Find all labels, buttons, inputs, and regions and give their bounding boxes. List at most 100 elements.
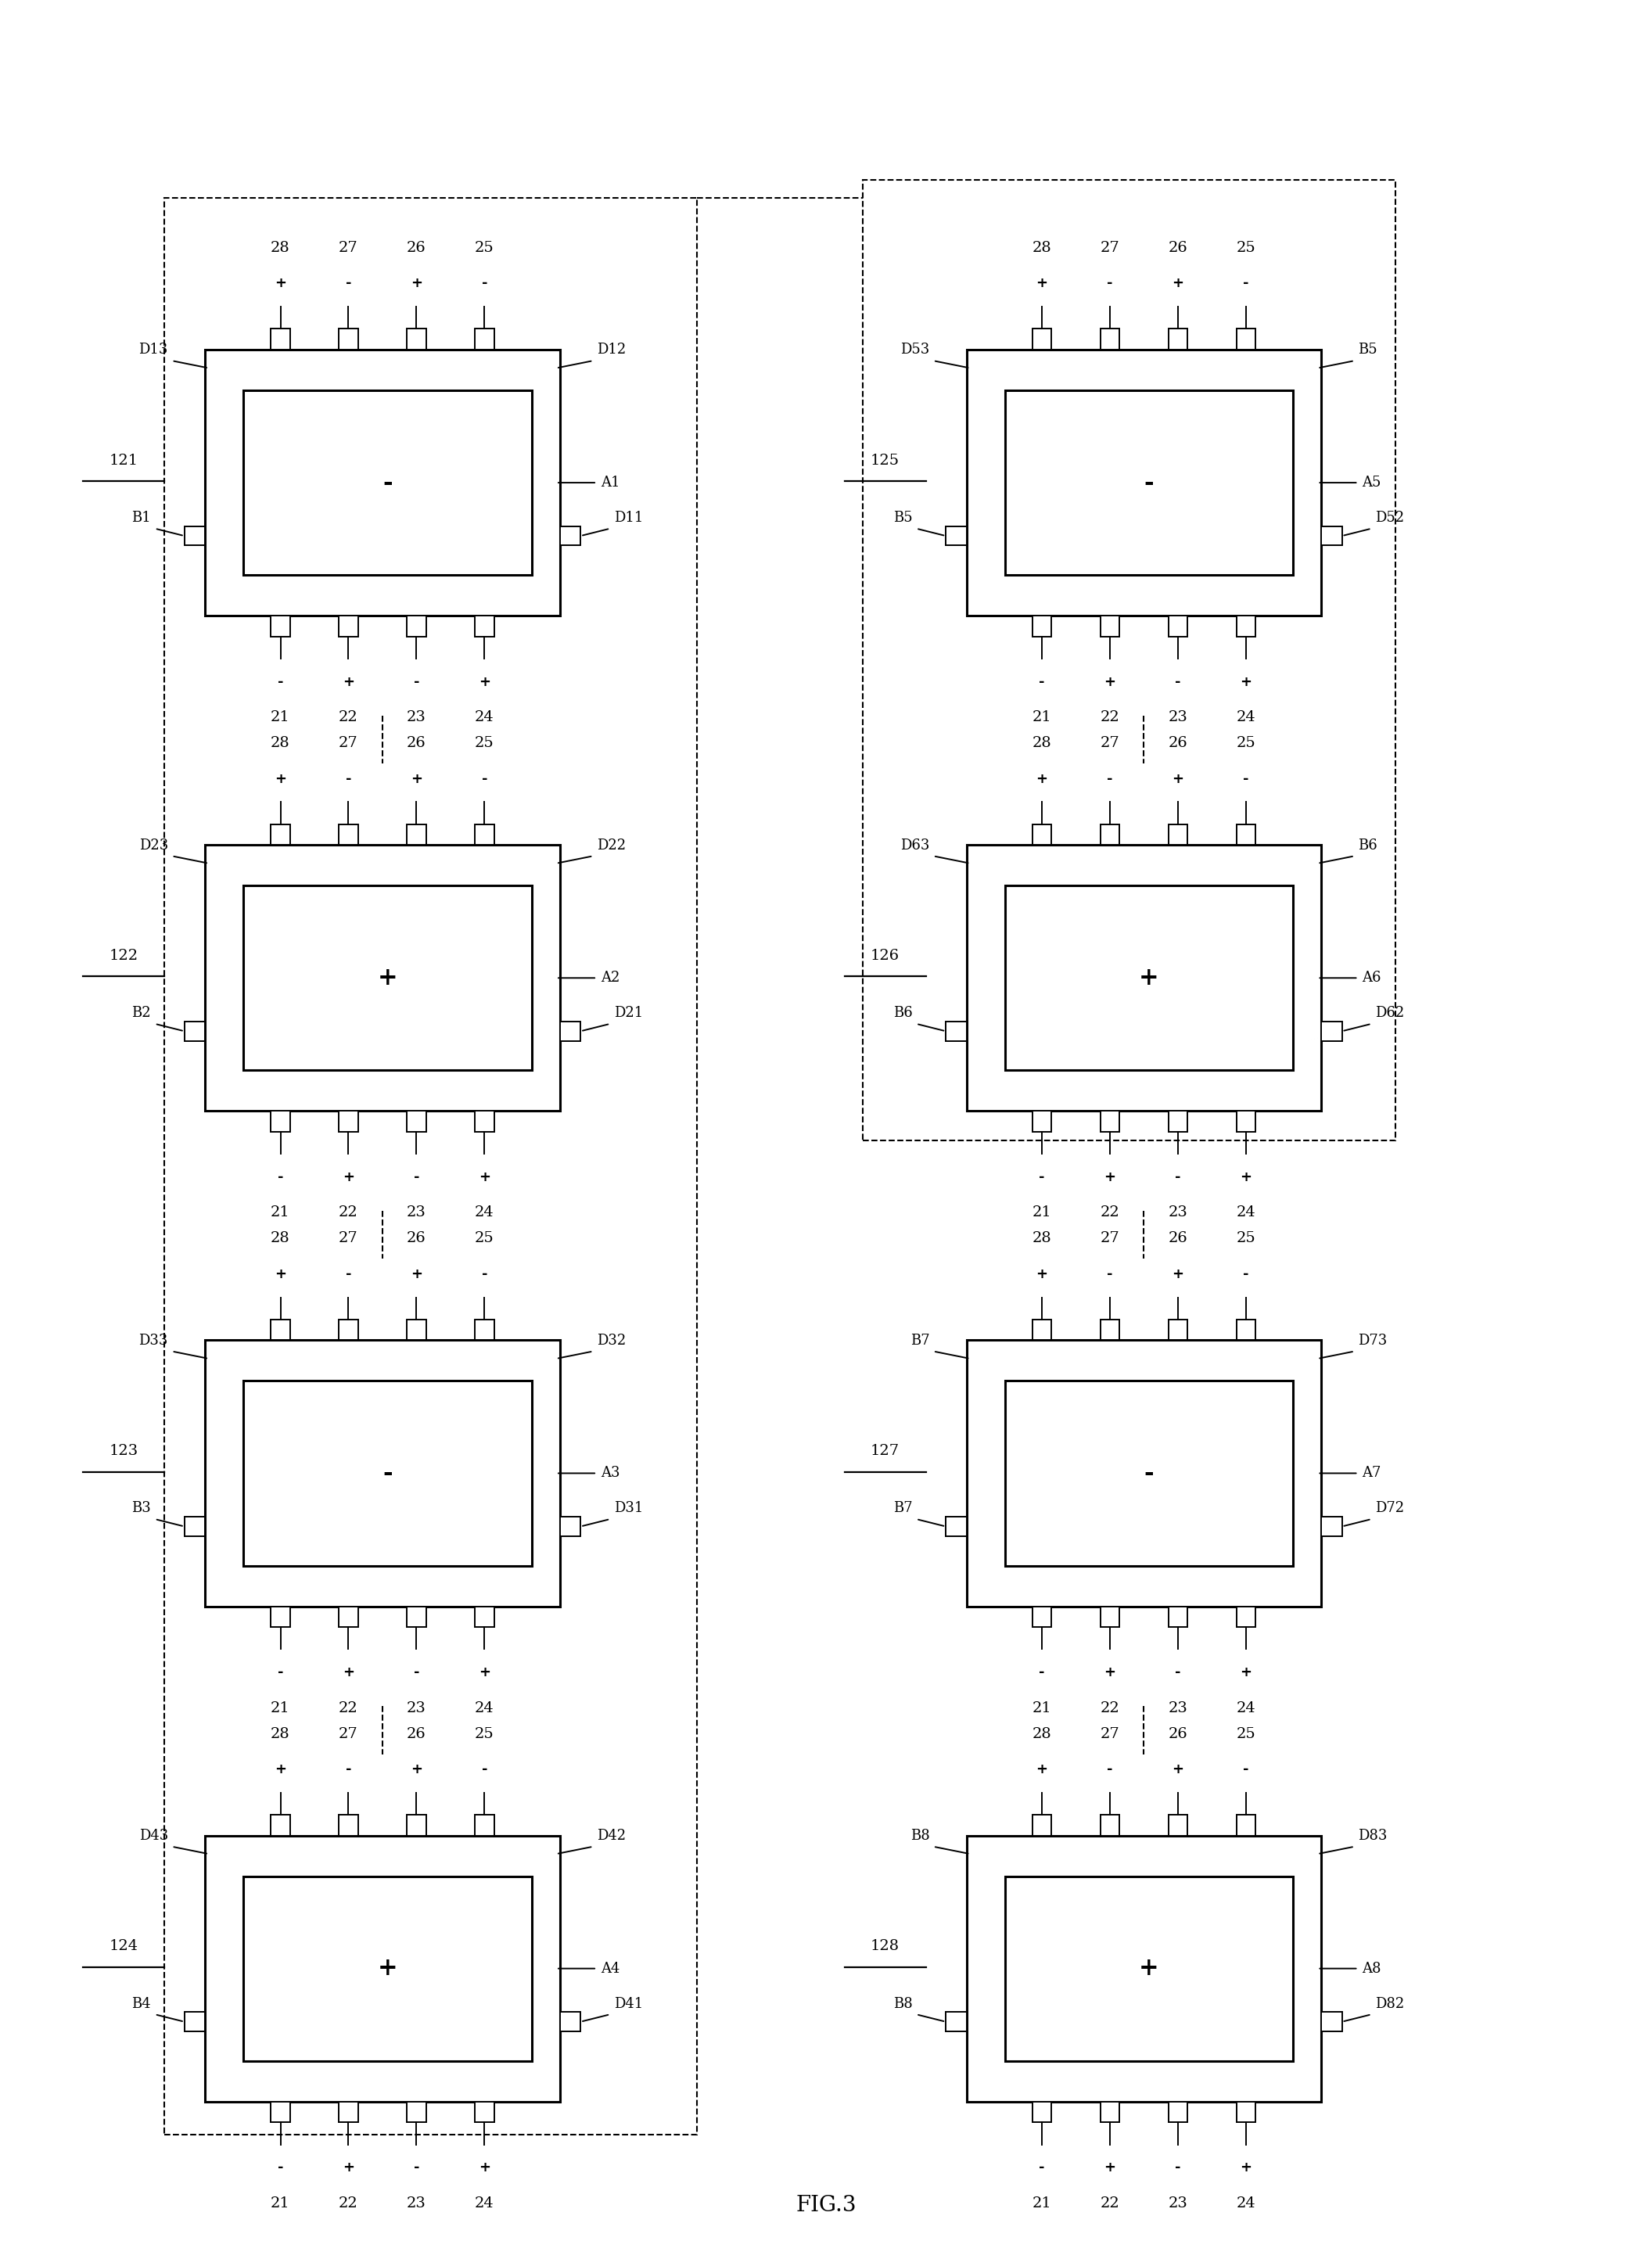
Text: 23: 23 xyxy=(406,709,426,725)
Text: 24: 24 xyxy=(1236,1701,1256,1715)
Text: +: + xyxy=(342,1665,354,1678)
Text: B8: B8 xyxy=(894,1997,912,2011)
Bar xyxy=(271,1606,291,1626)
Bar xyxy=(1236,330,1256,350)
Text: +: + xyxy=(1171,1762,1184,1776)
Text: 26: 26 xyxy=(1168,242,1188,255)
Text: -: - xyxy=(383,470,393,495)
Text: D11: D11 xyxy=(615,511,643,524)
Text: -: - xyxy=(345,1267,352,1281)
Text: 22: 22 xyxy=(339,709,358,725)
Text: D12: D12 xyxy=(596,343,626,357)
Text: -: - xyxy=(1175,2160,1181,2175)
Text: B6: B6 xyxy=(894,1005,912,1021)
Bar xyxy=(1100,1814,1120,1837)
Bar xyxy=(1168,1111,1188,1132)
Text: 25: 25 xyxy=(1236,242,1256,255)
Text: D22: D22 xyxy=(596,838,626,852)
Text: 27: 27 xyxy=(339,1726,358,1742)
Text: -: - xyxy=(1039,1665,1044,1678)
Text: 23: 23 xyxy=(1168,709,1188,725)
Bar xyxy=(1004,1380,1294,1565)
Text: B3: B3 xyxy=(132,1502,150,1516)
Text: B7: B7 xyxy=(910,1333,930,1349)
Text: 127: 127 xyxy=(871,1444,900,1457)
Bar xyxy=(165,199,697,2135)
Text: -: - xyxy=(413,2160,420,2175)
Text: 122: 122 xyxy=(109,949,139,962)
Text: 22: 22 xyxy=(1100,1206,1120,1220)
Text: 23: 23 xyxy=(406,1701,426,1715)
Text: D52: D52 xyxy=(1374,511,1404,524)
Text: +: + xyxy=(1104,1170,1115,1184)
Text: +: + xyxy=(1171,773,1184,786)
Text: +: + xyxy=(479,1665,491,1678)
Text: 25: 25 xyxy=(474,242,494,255)
Text: +: + xyxy=(274,276,286,291)
Text: 23: 23 xyxy=(406,2196,426,2209)
Text: -: - xyxy=(1039,675,1044,689)
Text: 128: 128 xyxy=(871,1938,900,1954)
Bar xyxy=(1032,1606,1051,1626)
Text: B5: B5 xyxy=(894,511,912,524)
Text: 26: 26 xyxy=(1168,736,1188,750)
Text: -: - xyxy=(1107,1267,1113,1281)
Text: 28: 28 xyxy=(271,1726,291,1742)
Text: +: + xyxy=(378,1956,398,1981)
Text: D31: D31 xyxy=(615,1502,643,1516)
Text: 21: 21 xyxy=(1032,1206,1052,1220)
Bar xyxy=(1100,1606,1120,1626)
Text: B1: B1 xyxy=(132,511,150,524)
Text: -: - xyxy=(1242,276,1249,291)
Bar xyxy=(406,1319,426,1340)
Text: 22: 22 xyxy=(1100,2196,1120,2209)
Text: +: + xyxy=(411,1762,423,1776)
Text: -: - xyxy=(345,773,352,786)
Text: 27: 27 xyxy=(1100,1231,1120,1245)
Text: A8: A8 xyxy=(1361,1961,1381,1977)
Text: 21: 21 xyxy=(1032,709,1052,725)
Bar xyxy=(560,1516,580,1536)
Bar xyxy=(945,1021,966,1041)
Text: -: - xyxy=(278,1665,284,1678)
Text: 27: 27 xyxy=(1100,736,1120,750)
Text: 21: 21 xyxy=(271,1206,291,1220)
Bar xyxy=(1004,886,1294,1071)
Text: B6: B6 xyxy=(1358,838,1378,852)
Text: -: - xyxy=(1107,1762,1113,1776)
Bar xyxy=(1236,1814,1256,1837)
Text: +: + xyxy=(274,1267,286,1281)
Text: +: + xyxy=(274,1762,286,1776)
Text: +: + xyxy=(1138,1956,1160,1981)
Bar xyxy=(1236,617,1256,637)
Bar xyxy=(474,1319,494,1340)
Bar xyxy=(1168,2101,1188,2121)
Bar xyxy=(474,825,494,845)
Text: 24: 24 xyxy=(474,1701,494,1715)
Text: -: - xyxy=(1175,675,1181,689)
Text: 24: 24 xyxy=(474,709,494,725)
Bar xyxy=(1100,1319,1120,1340)
Text: D42: D42 xyxy=(596,1830,626,1843)
Bar xyxy=(1100,2101,1120,2121)
Text: -: - xyxy=(1242,1762,1249,1776)
Text: D13: D13 xyxy=(139,343,169,357)
Bar xyxy=(1236,2101,1256,2121)
Bar xyxy=(1168,330,1188,350)
Text: 21: 21 xyxy=(271,2196,291,2209)
Bar xyxy=(945,1516,966,1536)
Text: +: + xyxy=(342,675,354,689)
Bar xyxy=(406,617,426,637)
Text: 126: 126 xyxy=(871,949,900,962)
Text: 28: 28 xyxy=(1032,736,1052,750)
Text: 121: 121 xyxy=(109,454,139,468)
Text: -: - xyxy=(1039,1170,1044,1184)
Text: +: + xyxy=(1241,675,1252,689)
Text: +: + xyxy=(479,2160,491,2175)
Text: B8: B8 xyxy=(910,1830,930,1843)
Bar xyxy=(339,1319,358,1340)
Text: -: - xyxy=(1145,470,1155,495)
Bar xyxy=(1236,1606,1256,1626)
Text: 125: 125 xyxy=(871,454,900,468)
Text: 22: 22 xyxy=(339,2196,358,2209)
